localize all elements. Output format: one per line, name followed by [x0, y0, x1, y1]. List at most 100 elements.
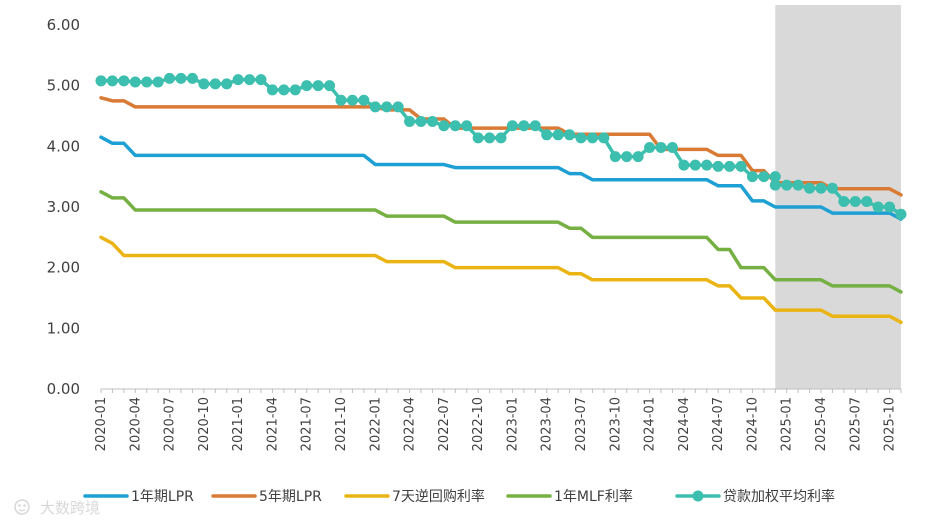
y-tick-label: 3.00: [47, 198, 80, 216]
legend-item: 5年期LPR: [211, 489, 322, 505]
legend: 1年期LPR 5年期LPR 7天逆回购利率 1年MLF利率 贷款加权平均利率: [83, 488, 835, 505]
data-point: [495, 132, 507, 144]
x-tick-label: 2025-07: [848, 397, 863, 451]
data-point: [232, 74, 244, 86]
data-point: [472, 132, 484, 144]
x-tick-label: 2021-04: [265, 397, 280, 451]
data-point: [849, 196, 861, 208]
data-point: [769, 171, 781, 183]
data-point: [872, 201, 884, 213]
series-line: [99, 190, 903, 294]
legend-marker: [692, 490, 704, 502]
x-tick-label: 2025-04: [814, 397, 829, 451]
data-point: [346, 94, 358, 106]
data-point: [301, 80, 313, 92]
data-point: [815, 182, 827, 194]
data-point: [129, 76, 141, 88]
data-point: [106, 75, 118, 87]
data-point: [518, 120, 530, 132]
data-point: [564, 129, 576, 141]
data-point: [701, 159, 713, 171]
data-point: [449, 120, 461, 132]
x-tick-label: 2020-10: [197, 397, 212, 451]
data-point: [792, 179, 804, 191]
legend-item: 贷款加权平均利率: [675, 488, 835, 505]
legend-item: 1年MLF利率: [506, 488, 633, 505]
x-tick-label: 2025-01: [780, 397, 795, 451]
data-point: [369, 101, 381, 113]
data-point: [621, 151, 633, 163]
y-tick-label: 1.00: [47, 319, 80, 337]
y-tick-label: 6.00: [47, 16, 80, 34]
x-tick-label: 2020-01: [94, 397, 109, 451]
y-tick-label: 2.00: [47, 259, 80, 277]
x-tick-label: 2020-04: [128, 397, 143, 451]
data-point: [506, 120, 518, 132]
data-point: [861, 196, 873, 208]
data-point: [838, 196, 850, 208]
y-tick-label: 0.00: [47, 380, 80, 398]
x-tick-label: 2023-04: [540, 397, 555, 451]
data-point: [666, 142, 678, 154]
data-point: [598, 132, 610, 144]
legend-label: 贷款加权平均利率: [723, 488, 835, 505]
legend-item: 1年期LPR: [83, 489, 194, 505]
legend-label: 1年期LPR: [131, 489, 194, 505]
data-point: [884, 201, 896, 213]
watermark: 大数跨境: [14, 499, 100, 517]
data-point: [655, 142, 667, 154]
y-tick-label: 4.00: [47, 137, 80, 155]
data-point: [95, 75, 107, 87]
data-point: [724, 160, 736, 172]
legend-label: 5年期LPR: [259, 489, 322, 505]
legend-label: 1年MLF利率: [554, 488, 633, 505]
data-point: [484, 132, 496, 144]
data-point: [141, 76, 153, 88]
series-3: [99, 235, 903, 325]
data-point: [278, 84, 290, 96]
data-point: [358, 94, 370, 106]
data-point: [689, 159, 701, 171]
data-point: [541, 129, 553, 141]
data-point: [221, 78, 233, 90]
data-point: [735, 160, 747, 172]
x-tick-label: 2021-10: [334, 397, 349, 451]
data-point: [781, 179, 793, 191]
x-tick-label: 2025-10: [883, 397, 898, 451]
data-point: [392, 101, 404, 113]
x-tick-label: 2022-01: [368, 397, 383, 451]
x-tick-label: 2024-10: [745, 397, 760, 451]
x-tick-label: 2023-10: [608, 397, 623, 451]
data-point: [289, 84, 301, 96]
data-point: [198, 78, 210, 90]
data-point: [426, 115, 438, 127]
data-point: [209, 78, 221, 90]
data-point: [678, 159, 690, 171]
data-point: [758, 171, 770, 183]
data-point: [586, 132, 598, 144]
data-point: [255, 74, 267, 86]
data-point: [632, 151, 644, 163]
data-point: [404, 115, 416, 127]
data-point: [415, 115, 427, 127]
data-point: [324, 80, 336, 92]
data-point: [609, 151, 621, 163]
data-point: [164, 72, 176, 84]
data-point: [118, 75, 130, 87]
x-tick-label: 2022-10: [471, 397, 486, 451]
series-1: [99, 135, 903, 221]
legend-label: 7天逆回购利率: [392, 488, 485, 505]
data-point: [244, 74, 256, 86]
data-point: [438, 120, 450, 132]
data-point: [186, 72, 198, 84]
legend-item: 7天逆回购利率: [344, 488, 485, 505]
data-point: [529, 120, 541, 132]
y-tick-label: 5.00: [47, 77, 80, 95]
data-point: [769, 179, 781, 191]
data-point: [804, 182, 816, 194]
series-line: [99, 135, 903, 221]
axes: 0.00 1.00 2.00 3.00 4.00 5.00 6.00 2020-01 2020-…: [47, 16, 902, 451]
x-tick-label: 2024-04: [677, 397, 692, 451]
x-tick-label: 2024-07: [711, 397, 726, 451]
